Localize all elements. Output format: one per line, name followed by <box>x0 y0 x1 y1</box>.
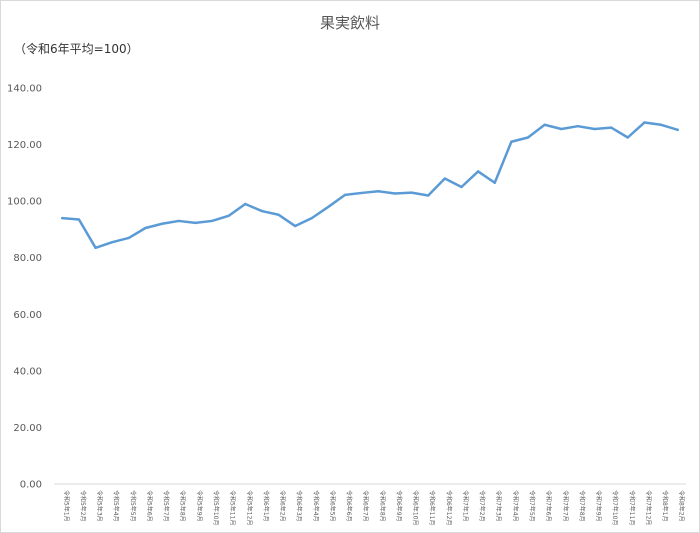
x-tick-label: 令和5年10月 <box>212 490 220 525</box>
x-tick-label: 令和5年6月 <box>145 490 153 522</box>
x-tick-label: 令和5年11月 <box>229 490 237 525</box>
y-tick-label: 60.00 <box>13 310 42 321</box>
data-point <box>626 136 629 139</box>
data-point <box>94 246 97 250</box>
x-tick-label: 令和7年2月 <box>478 490 486 522</box>
data-point <box>210 219 214 223</box>
y-tick-label: 0.00 <box>20 480 42 491</box>
x-tick-label: 令和7年9月 <box>595 490 603 522</box>
data-point <box>61 216 64 220</box>
data-point <box>526 136 530 139</box>
data-point <box>443 177 447 180</box>
data-point <box>510 140 513 143</box>
x-tick-label: 令和6年9月 <box>395 490 403 522</box>
data-point <box>676 128 679 132</box>
y-axis: 0.00 20.00 40.00 60.00 80.00 100.00 120.00 140.… <box>7 84 42 491</box>
x-tick-label: 令和5年3月 <box>96 490 104 522</box>
data-point <box>277 213 280 216</box>
data-point <box>127 236 131 240</box>
x-tick-label: 令和6年2月 <box>279 490 287 522</box>
data-point <box>77 218 81 221</box>
y-tick-label: 40.00 <box>13 366 42 377</box>
data-point <box>393 192 397 195</box>
x-tick-label: 令和6年4月 <box>312 490 320 522</box>
data-points <box>61 121 679 250</box>
y-tick-label: 20.00 <box>13 423 42 434</box>
x-tick-label: 令和5年7月 <box>162 490 170 522</box>
x-tick-label: 令和5年12月 <box>245 490 253 525</box>
x-tick-label: 令和8年2月 <box>678 490 686 522</box>
x-tick-label: 令和7年8月 <box>578 490 586 522</box>
x-tick-label: 令和7年11月 <box>628 490 636 525</box>
data-point <box>144 226 147 230</box>
x-tick-label: 令和7年6月 <box>545 490 553 522</box>
data-point <box>260 209 264 213</box>
data-point <box>493 181 496 184</box>
data-point <box>310 216 313 220</box>
x-tick-label: 令和7年3月 <box>495 490 503 522</box>
x-tick-label: 令和7年5月 <box>528 490 536 522</box>
x-tick-label: 令和6年10月 <box>412 490 420 525</box>
x-axis: 令和5年1月 令和5年2月 令和5年3月 令和5年4月 令和5年5月 令和5年6月 令和5年… <box>62 490 685 525</box>
x-tick-label: 令和6年11月 <box>428 490 436 525</box>
data-point <box>194 221 197 225</box>
data-point <box>593 127 596 131</box>
data-point <box>160 222 164 225</box>
x-tick-label: 令和5年1月 <box>62 490 70 522</box>
x-tick-label: 令和7年4月 <box>511 490 519 522</box>
y-tick-label: 140.00 <box>7 84 42 95</box>
x-tick-label: 令和5年8月 <box>179 490 187 522</box>
chart-title: 果実飲料 <box>319 14 380 32</box>
x-tick-label: 令和5年5月 <box>129 490 137 522</box>
x-tick-label: 令和6年12月 <box>445 490 453 525</box>
y-tick-label: 100.00 <box>7 197 42 208</box>
x-tick-label: 令和5年9月 <box>195 490 203 522</box>
data-point <box>227 214 230 218</box>
unit-label: （令和6年平均=100） <box>14 42 139 56</box>
x-tick-label: 令和5年4月 <box>112 490 120 522</box>
data-point <box>427 194 430 197</box>
data-point <box>576 124 580 128</box>
series-line <box>61 121 679 250</box>
data-point <box>410 191 413 194</box>
x-tick-label: 令和6年5月 <box>328 490 336 522</box>
data-point <box>343 193 347 197</box>
y-tick-label: 80.00 <box>13 253 42 264</box>
x-tick-label: 令和8年1月 <box>661 490 669 522</box>
data-point <box>360 191 363 195</box>
data-point <box>111 240 114 244</box>
data-point <box>460 185 463 189</box>
x-tick-label: 令和7年10月 <box>611 490 619 525</box>
x-tick-label: 令和6年1月 <box>262 490 270 522</box>
x-tick-label: 令和6年8月 <box>378 490 386 522</box>
x-tick-label: 令和7年7月 <box>561 490 569 522</box>
data-point <box>327 205 330 208</box>
y-tick-label: 120.00 <box>7 140 42 151</box>
data-point <box>293 224 297 228</box>
data-point <box>244 202 247 206</box>
data-point <box>543 123 546 126</box>
data-point <box>643 121 646 124</box>
x-tick-label: 令和6年7月 <box>362 490 370 522</box>
x-tick-label: 令和5年2月 <box>79 490 87 522</box>
data-point <box>476 170 480 173</box>
data-point <box>377 190 380 193</box>
x-tick-label: 令和7年12月 <box>644 490 652 525</box>
x-tick-label: 令和6年6月 <box>345 490 353 522</box>
data-point <box>177 219 180 223</box>
x-tick-label: 令和6年3月 <box>295 490 303 522</box>
data-point <box>609 126 613 129</box>
data-point <box>659 123 663 126</box>
x-tick-label: 令和7年1月 <box>461 490 469 522</box>
data-point <box>560 127 563 131</box>
